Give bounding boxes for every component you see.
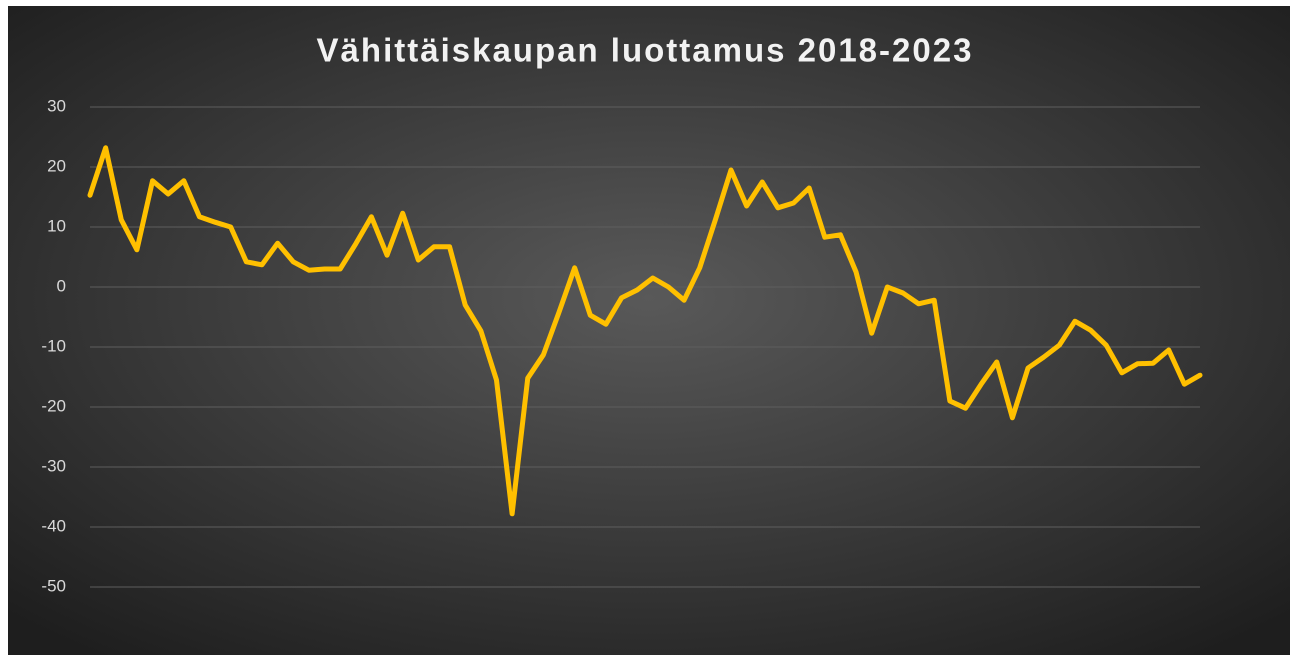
y-tick-label: 10 <box>47 216 66 235</box>
y-tick-label: 0 <box>57 276 66 295</box>
y-tick-label: -20 <box>41 396 66 415</box>
chart-title: Vähittäiskaupan luottamus 2018-2023 <box>317 32 974 69</box>
y-tick-label: -30 <box>41 456 66 475</box>
chart-background <box>8 6 1290 655</box>
y-tick-label: -10 <box>41 336 66 355</box>
y-tick-label: -50 <box>41 576 66 595</box>
y-tick-label: 20 <box>47 156 66 175</box>
y-tick-label: 30 <box>47 96 66 115</box>
data-line <box>87 145 1203 517</box>
y-tick-label: -40 <box>41 516 66 535</box>
